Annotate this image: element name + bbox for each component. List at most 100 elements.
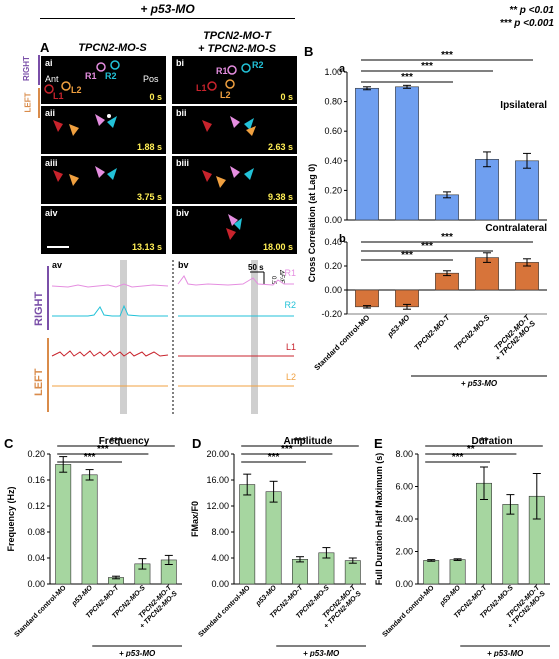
sig-stars: *** bbox=[452, 452, 464, 463]
chart-panel-b: a 0.00 0.20 0.40 0.60 0.80 1.00 *** *** *** Ipsila… bbox=[307, 50, 547, 388]
frame-label: aii bbox=[45, 108, 56, 118]
frame-label: biii bbox=[176, 158, 189, 168]
sig-stars: *** bbox=[97, 444, 109, 455]
category-label: p53-MO bbox=[70, 584, 94, 608]
ant-label: Ant bbox=[45, 74, 59, 84]
y-tick-label: 6.00 bbox=[395, 482, 413, 492]
y-tick-label: 0.20 bbox=[324, 261, 342, 271]
sig-stars: *** bbox=[110, 436, 122, 447]
y-tick-label: 20.00 bbox=[206, 449, 229, 459]
sig-stars: *** bbox=[281, 444, 293, 455]
pos-label: Pos bbox=[143, 74, 159, 84]
frame-label: ai bbox=[45, 58, 53, 68]
category-label-group: Standard control-MO bbox=[197, 584, 252, 639]
panel-a-col-left: TPCN2-MO-S bbox=[78, 42, 147, 54]
category-label-group: p53-MO bbox=[254, 584, 278, 608]
trace-side-right: RIGHT bbox=[33, 292, 45, 327]
y-tick-label: 8.00 bbox=[395, 449, 413, 459]
panel-d-letter: D bbox=[192, 436, 202, 451]
frame-label: biv bbox=[176, 208, 190, 218]
category-label-group: Standard control-MO bbox=[312, 313, 371, 372]
roi-l2: L2 bbox=[220, 90, 231, 100]
category-label: Standard control-MO bbox=[13, 584, 68, 639]
panel-a-col-right-1: TPCN2-MO-T bbox=[203, 30, 271, 42]
panel-c-letter: C bbox=[4, 436, 14, 451]
bar bbox=[355, 289, 379, 308]
bar bbox=[423, 560, 440, 585]
arrowheads bbox=[53, 114, 117, 136]
micro-frame-ai: ai 0 s Ant Pos L1 L2 R1 R2 bbox=[41, 56, 166, 104]
chart-title: Ipsilateral bbox=[500, 100, 547, 111]
y-tick-label: 2.00 bbox=[395, 547, 413, 557]
arrowheads bbox=[53, 166, 117, 186]
frame-time: 3.75 s bbox=[136, 192, 162, 202]
roi-r1: R1 bbox=[85, 71, 97, 81]
y-tick-label: 16.00 bbox=[206, 475, 229, 485]
y-axis-label: Cross Correlation (at Lag 0) bbox=[307, 164, 317, 283]
chart-title: Contralateral bbox=[485, 223, 547, 234]
bar bbox=[475, 159, 499, 221]
scale-bar bbox=[47, 246, 69, 248]
y-tick-label: 4.00 bbox=[395, 514, 413, 524]
panel-a-letter: A bbox=[40, 40, 50, 55]
frame-time: 13.13 s bbox=[131, 242, 162, 252]
frame-time: 0 s bbox=[280, 92, 293, 102]
y-tick-label: 8.00 bbox=[211, 527, 229, 537]
significance-legend: ** p <0.01 *** p <0.001 bbox=[468, 4, 554, 30]
category-label-group: Standard control-MO bbox=[13, 584, 68, 639]
top-group-label: + p53-MO bbox=[140, 2, 195, 16]
group-label: + p53-MO bbox=[487, 649, 524, 657]
frame-label: bi bbox=[176, 58, 184, 68]
chart-panel-c: 0.000.040.080.120.160.20 *********Frequen… bbox=[6, 436, 182, 657]
y-tick-label: 0.00 bbox=[324, 215, 342, 225]
sig-stars: *** bbox=[401, 72, 413, 83]
frame-time: 2.63 s bbox=[267, 142, 293, 152]
category-label-group: p53-MO bbox=[70, 584, 94, 608]
sig-stars: *** bbox=[421, 241, 433, 252]
sig-stars: *** bbox=[294, 436, 306, 447]
category-label: Standard control-MO bbox=[197, 584, 252, 639]
frame-time: 0 s bbox=[149, 92, 162, 102]
sub-label-a: a bbox=[339, 63, 346, 75]
scale-amp: 0.5 bbox=[270, 276, 276, 285]
frame-time: 1.88 s bbox=[136, 142, 162, 152]
bar bbox=[55, 464, 72, 585]
frame-time: 18.00 s bbox=[262, 242, 293, 252]
y-tick-label: 0.16 bbox=[27, 475, 45, 485]
bar bbox=[395, 86, 419, 221]
sig-legend-2: ** p <0.01 bbox=[509, 5, 554, 16]
roi-overlay: L1 L2 R1 R2 bbox=[196, 60, 264, 100]
arrowheads bbox=[226, 214, 242, 240]
category-label: Standard control-MO bbox=[381, 584, 436, 639]
panel-a-col-right-2: + TPCN2-MO-S bbox=[198, 43, 276, 55]
bar bbox=[81, 474, 98, 585]
y-tick-label: 0.00 bbox=[27, 579, 45, 589]
y-tick-label: 12.00 bbox=[206, 501, 229, 511]
side-left-text: LEFT bbox=[23, 92, 33, 113]
category-label-group: TPCN2-MO-T+ TPCN2-MO-S bbox=[492, 312, 537, 363]
micro-frame-bi: bi 0 s L1 L2 R1 R2 bbox=[172, 56, 297, 104]
y-tick-label: 0.20 bbox=[27, 449, 45, 459]
sig-stars: *** bbox=[441, 50, 453, 61]
category-label: p53-MO bbox=[438, 584, 462, 608]
sig-stars: *** bbox=[268, 452, 280, 463]
category-label-group: p53-MO bbox=[385, 313, 412, 340]
y-tick-label: 0.20 bbox=[324, 185, 342, 195]
category-label: TPCN2-MO-T bbox=[412, 312, 452, 352]
sub-label-b: b bbox=[339, 233, 346, 245]
group-label: + p53-MO bbox=[303, 649, 340, 657]
bar bbox=[515, 262, 539, 291]
category-label-group: TPCN2-MO-S bbox=[452, 313, 491, 352]
scale-time: 50 s bbox=[248, 263, 264, 272]
y-tick-label: 0.60 bbox=[324, 126, 342, 136]
trace-l1: L1 bbox=[286, 342, 296, 352]
group-label: + p53-MO bbox=[461, 379, 498, 388]
trace-r2: R2 bbox=[284, 300, 296, 310]
frame-label: aiv bbox=[45, 208, 58, 218]
roi-r1: R1 bbox=[216, 66, 228, 76]
y-tick-label: 0.12 bbox=[27, 501, 45, 511]
trace-label-bv: bv bbox=[178, 260, 189, 270]
roi-l1: L1 bbox=[53, 91, 64, 101]
micro-frame-biv: biv 18.00 s bbox=[172, 206, 297, 254]
trace-side-left: LEFT bbox=[33, 368, 45, 396]
